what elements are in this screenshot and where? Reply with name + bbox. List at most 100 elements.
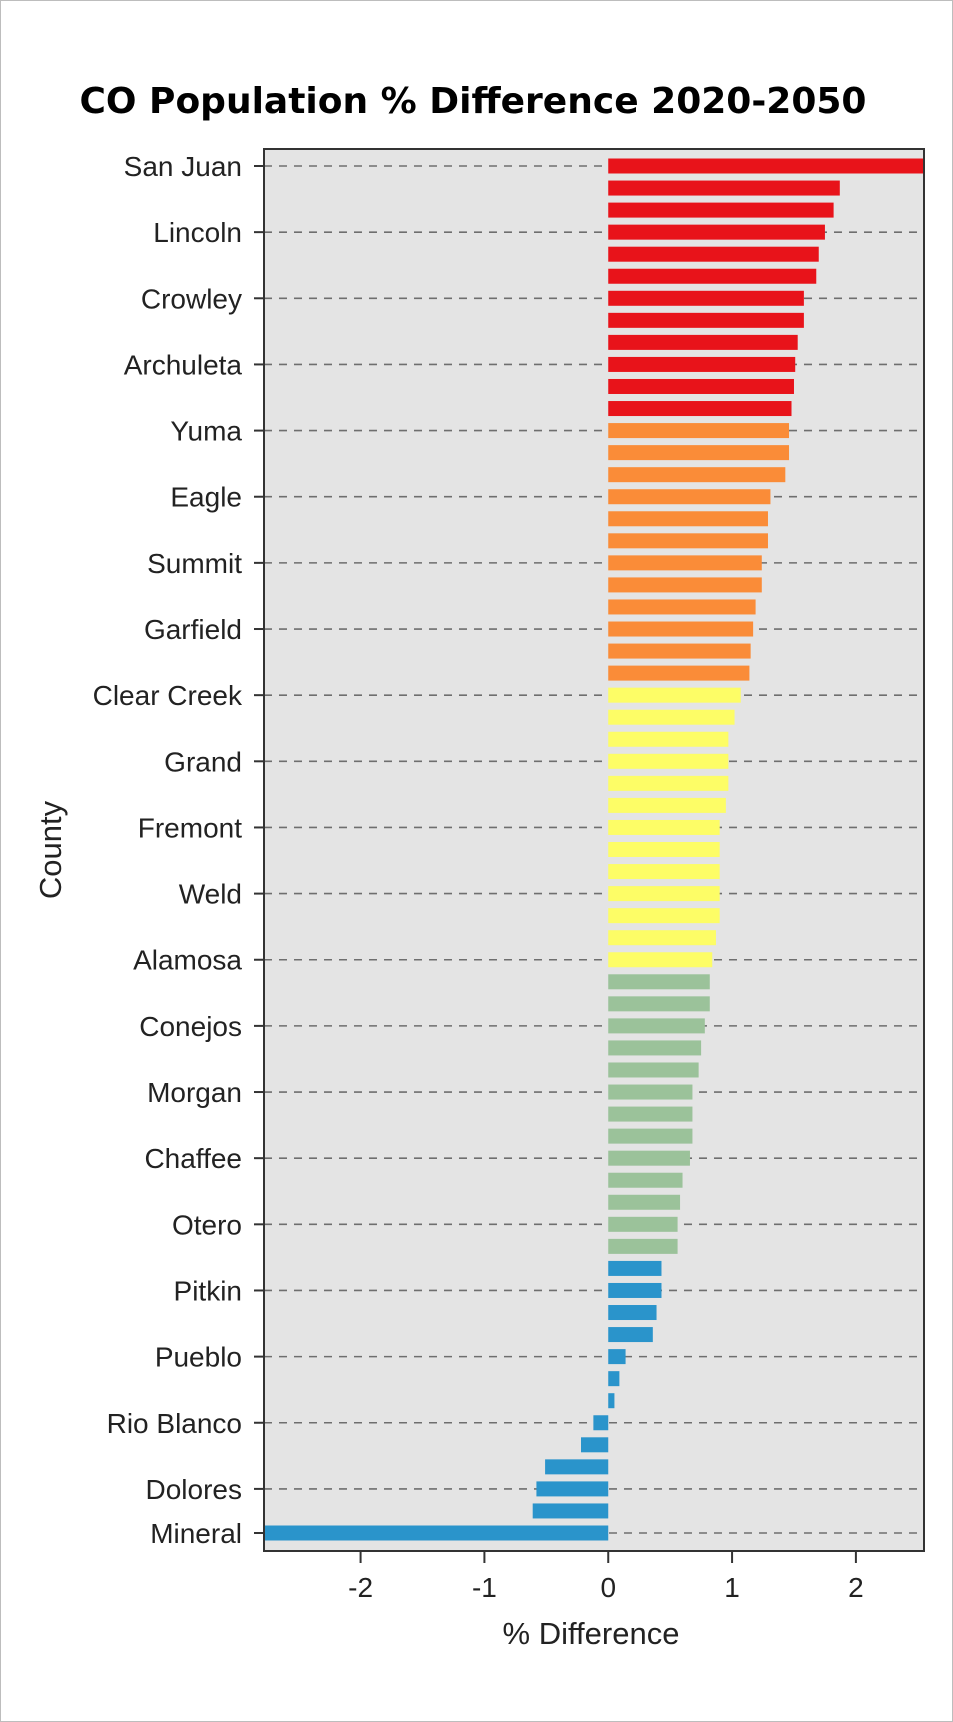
bar <box>580 1437 609 1453</box>
x-tick-label: 1 <box>724 1572 740 1603</box>
bar <box>608 1194 681 1210</box>
bar <box>608 356 796 372</box>
bar <box>608 378 794 394</box>
y-tick-label: Conejos <box>139 1011 242 1042</box>
bar <box>608 467 786 483</box>
bar <box>608 753 729 769</box>
bar <box>608 709 735 725</box>
bar <box>608 930 716 946</box>
bar <box>608 224 825 240</box>
bar <box>608 1282 662 1298</box>
y-tick-label: Pitkin <box>174 1275 242 1306</box>
bar <box>608 511 768 527</box>
bar <box>608 1040 702 1056</box>
bar <box>608 1260 662 1276</box>
y-tick-label: Dolores <box>146 1474 242 1505</box>
y-tick-label: Yuma <box>170 416 242 447</box>
y-tick-label: Alamosa <box>133 945 242 976</box>
bar <box>608 1238 678 1254</box>
x-tick-label: -1 <box>472 1572 497 1603</box>
bar <box>608 775 729 791</box>
plot-panel <box>264 149 924 1551</box>
bar <box>608 797 726 813</box>
bar <box>608 731 729 747</box>
x-tick-label: 2 <box>848 1572 864 1603</box>
bar <box>608 290 804 306</box>
y-tick-label: Clear Creek <box>93 680 243 711</box>
bar <box>532 1503 609 1519</box>
bar <box>264 1525 609 1541</box>
y-tick-label: San Juan <box>124 151 242 182</box>
y-tick-label: Morgan <box>147 1077 242 1108</box>
y-axis: San Juan Lincoln Crowley Archuleta Yuma Eagle… <box>93 151 264 1549</box>
bar <box>608 1018 705 1034</box>
bars <box>264 158 924 1541</box>
bar <box>608 533 768 549</box>
bar <box>608 599 756 615</box>
bar <box>608 1349 626 1365</box>
bar <box>608 312 804 328</box>
bar <box>608 687 741 703</box>
x-tick-label: -2 <box>348 1572 373 1603</box>
y-tick-label: Rio Blanco <box>107 1408 242 1439</box>
bar <box>608 1327 653 1343</box>
bar <box>608 864 720 880</box>
bar <box>608 1084 693 1100</box>
bar <box>608 401 792 417</box>
y-tick-label: Otero <box>172 1209 242 1240</box>
bar <box>608 423 790 439</box>
y-tick-label: Archuleta <box>124 349 243 380</box>
bar <box>608 952 713 968</box>
bar <box>608 577 762 593</box>
y-tick-label: Crowley <box>141 283 242 314</box>
bar <box>608 665 750 681</box>
bar <box>608 621 754 637</box>
bar <box>608 1062 699 1078</box>
y-axis-label: County <box>33 800 68 899</box>
bar <box>608 445 790 461</box>
x-axis: -2 -1 0 1 2 <box>348 1551 864 1603</box>
bar <box>608 908 720 924</box>
y-tick-label: Lincoln <box>153 217 242 248</box>
y-tick-label: Mineral <box>150 1518 242 1549</box>
y-tick-label: Pueblo <box>155 1342 242 1373</box>
bar <box>608 1371 620 1387</box>
bar <box>608 246 819 262</box>
y-tick-label: Chaffee <box>144 1143 242 1174</box>
bar <box>608 1128 693 1144</box>
bar <box>608 202 834 218</box>
y-tick-label: Grand <box>164 746 242 777</box>
bar <box>593 1415 609 1431</box>
y-tick-label: Fremont <box>138 812 242 843</box>
x-axis-label: % Difference <box>503 1616 680 1651</box>
bar <box>608 1172 683 1188</box>
bar <box>608 158 924 174</box>
bar <box>608 974 710 990</box>
bar <box>608 819 720 835</box>
bar <box>608 180 840 196</box>
bar <box>608 643 751 659</box>
bar <box>608 1305 657 1321</box>
bar <box>608 1106 693 1122</box>
y-tick-label: Summit <box>147 548 242 579</box>
bar <box>608 1216 678 1232</box>
bar <box>608 996 710 1012</box>
bar <box>608 489 771 505</box>
bar <box>608 1393 615 1409</box>
x-tick-label: 0 <box>600 1572 616 1603</box>
y-tick-label: Weld <box>179 879 242 910</box>
bar <box>536 1481 609 1497</box>
bar <box>608 555 762 571</box>
chart-title: CO Population % Difference 2020-2050 <box>80 81 867 122</box>
y-tick-label: Eagle <box>170 482 242 513</box>
plot-border <box>263 148 925 1552</box>
bar <box>608 886 720 902</box>
y-tick-label: Garfield <box>144 614 242 645</box>
bar <box>608 268 817 284</box>
bar <box>608 842 720 857</box>
bar <box>608 1150 690 1166</box>
bar <box>545 1459 609 1475</box>
bar <box>608 334 798 350</box>
